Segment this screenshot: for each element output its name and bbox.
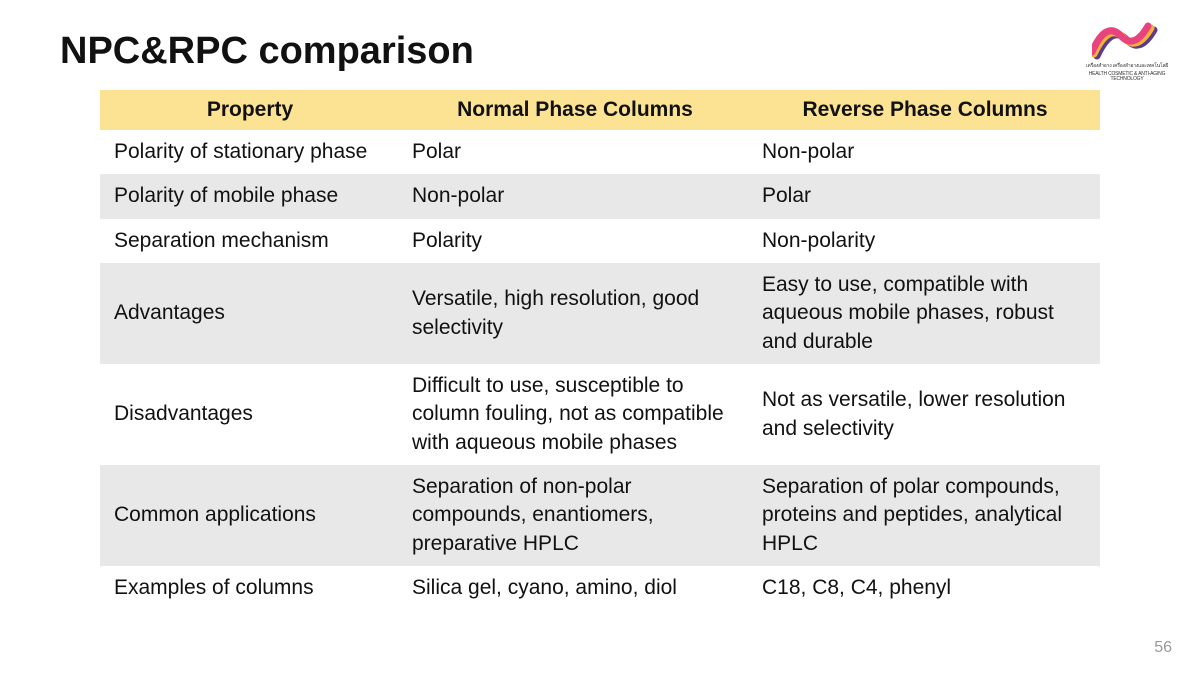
table-row: Polarity of mobile phaseNon-polarPolar <box>100 174 1100 218</box>
table-cell: Common applications <box>100 465 400 566</box>
slide-title: NPC&RPC comparison <box>60 30 474 73</box>
table-cell: Separation of non-polar compounds, enant… <box>400 465 750 566</box>
table-cell: Polar <box>400 130 750 174</box>
page-number: 56 <box>1154 639 1172 657</box>
table-cell: Non-polar <box>400 174 750 218</box>
table-cell: Polar <box>750 174 1100 218</box>
table-cell: Difficult to use, susceptible to column … <box>400 364 750 465</box>
logo-caption-2: HEALTH COSMETIC & ANTI-AGING TECHNOLOGY <box>1082 72 1172 83</box>
logo-caption-1: เครื่องสำอาง เครื่องสำอางและเทคโนโลยี <box>1082 64 1172 70</box>
table-cell: Versatile, high resolution, good selecti… <box>400 263 750 364</box>
table-cell: Examples of columns <box>100 566 400 610</box>
col-header-rpc: Reverse Phase Columns <box>750 90 1100 130</box>
table-row: Separation mechanismPolarityNon-polarity <box>100 219 1100 263</box>
table-cell: Not as versatile, lower resolution and s… <box>750 364 1100 465</box>
table-cell: Separation of polar compounds, proteins … <box>750 465 1100 566</box>
col-header-property: Property <box>100 90 400 130</box>
comparison-table-container: Property Normal Phase Columns Reverse Ph… <box>100 90 1100 610</box>
table-header-row: Property Normal Phase Columns Reverse Ph… <box>100 90 1100 130</box>
table-cell: Easy to use, compatible with aqueous mob… <box>750 263 1100 364</box>
col-header-npc: Normal Phase Columns <box>400 90 750 130</box>
table-row: DisadvantagesDifficult to use, susceptib… <box>100 364 1100 465</box>
table-row: Polarity of stationary phasePolarNon-pol… <box>100 130 1100 174</box>
table-row: AdvantagesVersatile, high resolution, go… <box>100 263 1100 364</box>
table-cell: Separation mechanism <box>100 219 400 263</box>
table-cell: Non-polar <box>750 130 1100 174</box>
table-cell: Silica gel, cyano, amino, diol <box>400 566 750 610</box>
table-row: Common applicationsSeparation of non-pol… <box>100 465 1100 566</box>
table-cell: Polarity <box>400 219 750 263</box>
table-cell: Polarity of mobile phase <box>100 174 400 218</box>
table-cell: Disadvantages <box>100 364 400 465</box>
table-cell: Polarity of stationary phase <box>100 130 400 174</box>
logo-swoosh-icon <box>1092 18 1162 62</box>
table-row: Examples of columnsSilica gel, cyano, am… <box>100 566 1100 610</box>
brand-logo: เครื่องสำอาง เครื่องสำอางและเทคโนโลยี HE… <box>1082 18 1172 78</box>
table-cell: C18, C8, C4, phenyl <box>750 566 1100 610</box>
comparison-table: Property Normal Phase Columns Reverse Ph… <box>100 90 1100 610</box>
table-cell: Advantages <box>100 263 400 364</box>
table-cell: Non-polarity <box>750 219 1100 263</box>
